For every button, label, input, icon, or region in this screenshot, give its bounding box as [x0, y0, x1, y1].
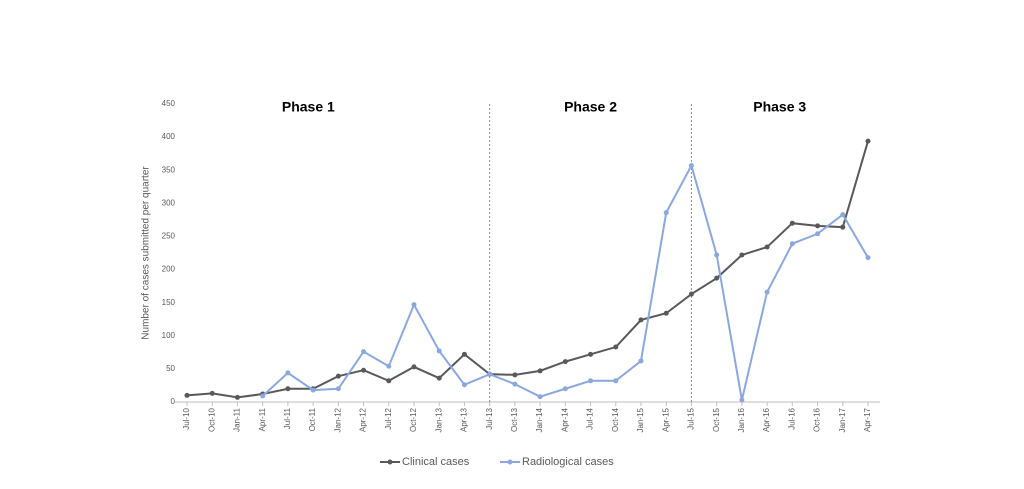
- point: [562, 386, 568, 392]
- y-tick-label: 400: [162, 132, 176, 141]
- y-tick-label: 300: [162, 198, 176, 207]
- x-tick-label: Oct-14: [611, 407, 620, 432]
- point: [487, 371, 493, 377]
- x-tick-label: Jan-16: [737, 407, 746, 432]
- point: [588, 351, 594, 357]
- point: [865, 138, 871, 144]
- point: [512, 372, 518, 378]
- legend-marker: [387, 459, 393, 465]
- point: [411, 364, 417, 370]
- point: [840, 224, 846, 230]
- x-tick-label: Oct-12: [409, 407, 418, 432]
- x-tick-label: Apr-14: [560, 407, 569, 432]
- point: [613, 378, 619, 384]
- x-tick-label: Jul-14: [586, 407, 595, 429]
- point: [588, 378, 594, 384]
- point: [562, 359, 568, 365]
- point: [815, 223, 821, 229]
- x-tick-label: Jan-13: [434, 407, 443, 432]
- point: [688, 163, 694, 169]
- point: [335, 373, 341, 379]
- x-tick-label: Apr-12: [359, 407, 368, 432]
- y-tick-label: 250: [162, 232, 176, 241]
- y-tick-label: 100: [162, 331, 176, 340]
- point: [739, 252, 745, 258]
- legend-marker: [507, 459, 513, 465]
- point: [663, 310, 669, 316]
- point: [234, 394, 240, 400]
- point: [865, 255, 871, 261]
- x-tick-label: Jul-13: [485, 407, 494, 429]
- point: [361, 349, 367, 355]
- point: [285, 386, 291, 392]
- point: [789, 241, 795, 247]
- point: [764, 244, 770, 250]
- x-tick-label: Apr-16: [762, 407, 771, 432]
- x-tick-label: Jul-16: [787, 407, 796, 429]
- point: [260, 393, 266, 399]
- y-tick-label: 150: [162, 298, 176, 307]
- legend-label: Clinical cases: [402, 456, 470, 468]
- point: [688, 291, 694, 297]
- y-tick-label: 350: [162, 165, 176, 174]
- point: [714, 275, 720, 281]
- x-tick-label: Apr-17: [863, 407, 872, 432]
- point: [663, 210, 669, 216]
- point: [764, 289, 770, 295]
- point: [840, 212, 846, 218]
- point: [386, 363, 392, 369]
- point: [411, 302, 417, 308]
- point: [285, 370, 291, 376]
- x-tick-label: Jul-10: [182, 407, 191, 429]
- point: [386, 378, 392, 384]
- x-tick-label: Apr-13: [460, 407, 469, 432]
- y-tick-label: 0: [171, 397, 176, 406]
- series-line: [186, 140, 869, 399]
- point: [739, 397, 745, 403]
- point: [361, 367, 367, 373]
- legend-label: Radiological cases: [522, 456, 614, 468]
- phase-label: Phase 3: [753, 99, 806, 115]
- x-tick-label: Jul-11: [283, 407, 292, 429]
- point: [537, 394, 543, 400]
- x-tick-label: Jan-11: [233, 407, 242, 431]
- point: [209, 390, 215, 396]
- y-axis-label: Number of cases submitted per quarter: [141, 166, 152, 340]
- point: [461, 382, 467, 388]
- x-tick-label: Oct-15: [712, 407, 721, 432]
- point: [436, 348, 442, 354]
- y-tick-label: 50: [166, 364, 175, 373]
- point: [789, 220, 795, 226]
- x-tick-label: Oct-10: [207, 407, 216, 432]
- point: [461, 351, 467, 357]
- x-tick-label: Oct-11: [308, 407, 317, 431]
- x-tick-label: Jan-12: [333, 407, 342, 432]
- x-tick-label: Oct-13: [510, 407, 519, 432]
- phase-label: Phase 1: [282, 99, 335, 115]
- y-tick-label: 450: [162, 99, 176, 108]
- point: [638, 358, 644, 364]
- point: [335, 386, 341, 392]
- point: [436, 375, 442, 381]
- point: [815, 231, 821, 237]
- x-tick-label: Jul-12: [384, 407, 393, 429]
- point: [512, 381, 518, 387]
- point: [638, 317, 644, 323]
- point: [613, 344, 619, 350]
- point: [537, 368, 543, 374]
- y-tick-label: 200: [162, 265, 176, 274]
- point: [184, 392, 190, 398]
- x-tick-label: Jul-15: [687, 407, 696, 429]
- x-tick-label: Jan-17: [838, 407, 847, 432]
- x-tick-label: Apr-11: [258, 407, 267, 431]
- x-tick-label: Oct-16: [813, 407, 822, 432]
- x-tick-label: Jan-15: [636, 407, 645, 432]
- point: [310, 387, 316, 393]
- phase-label: Phase 2: [564, 99, 617, 115]
- point: [714, 252, 720, 258]
- x-tick-label: Apr-15: [661, 407, 670, 432]
- series-line: [261, 162, 869, 401]
- x-tick-label: Jan-14: [535, 407, 544, 432]
